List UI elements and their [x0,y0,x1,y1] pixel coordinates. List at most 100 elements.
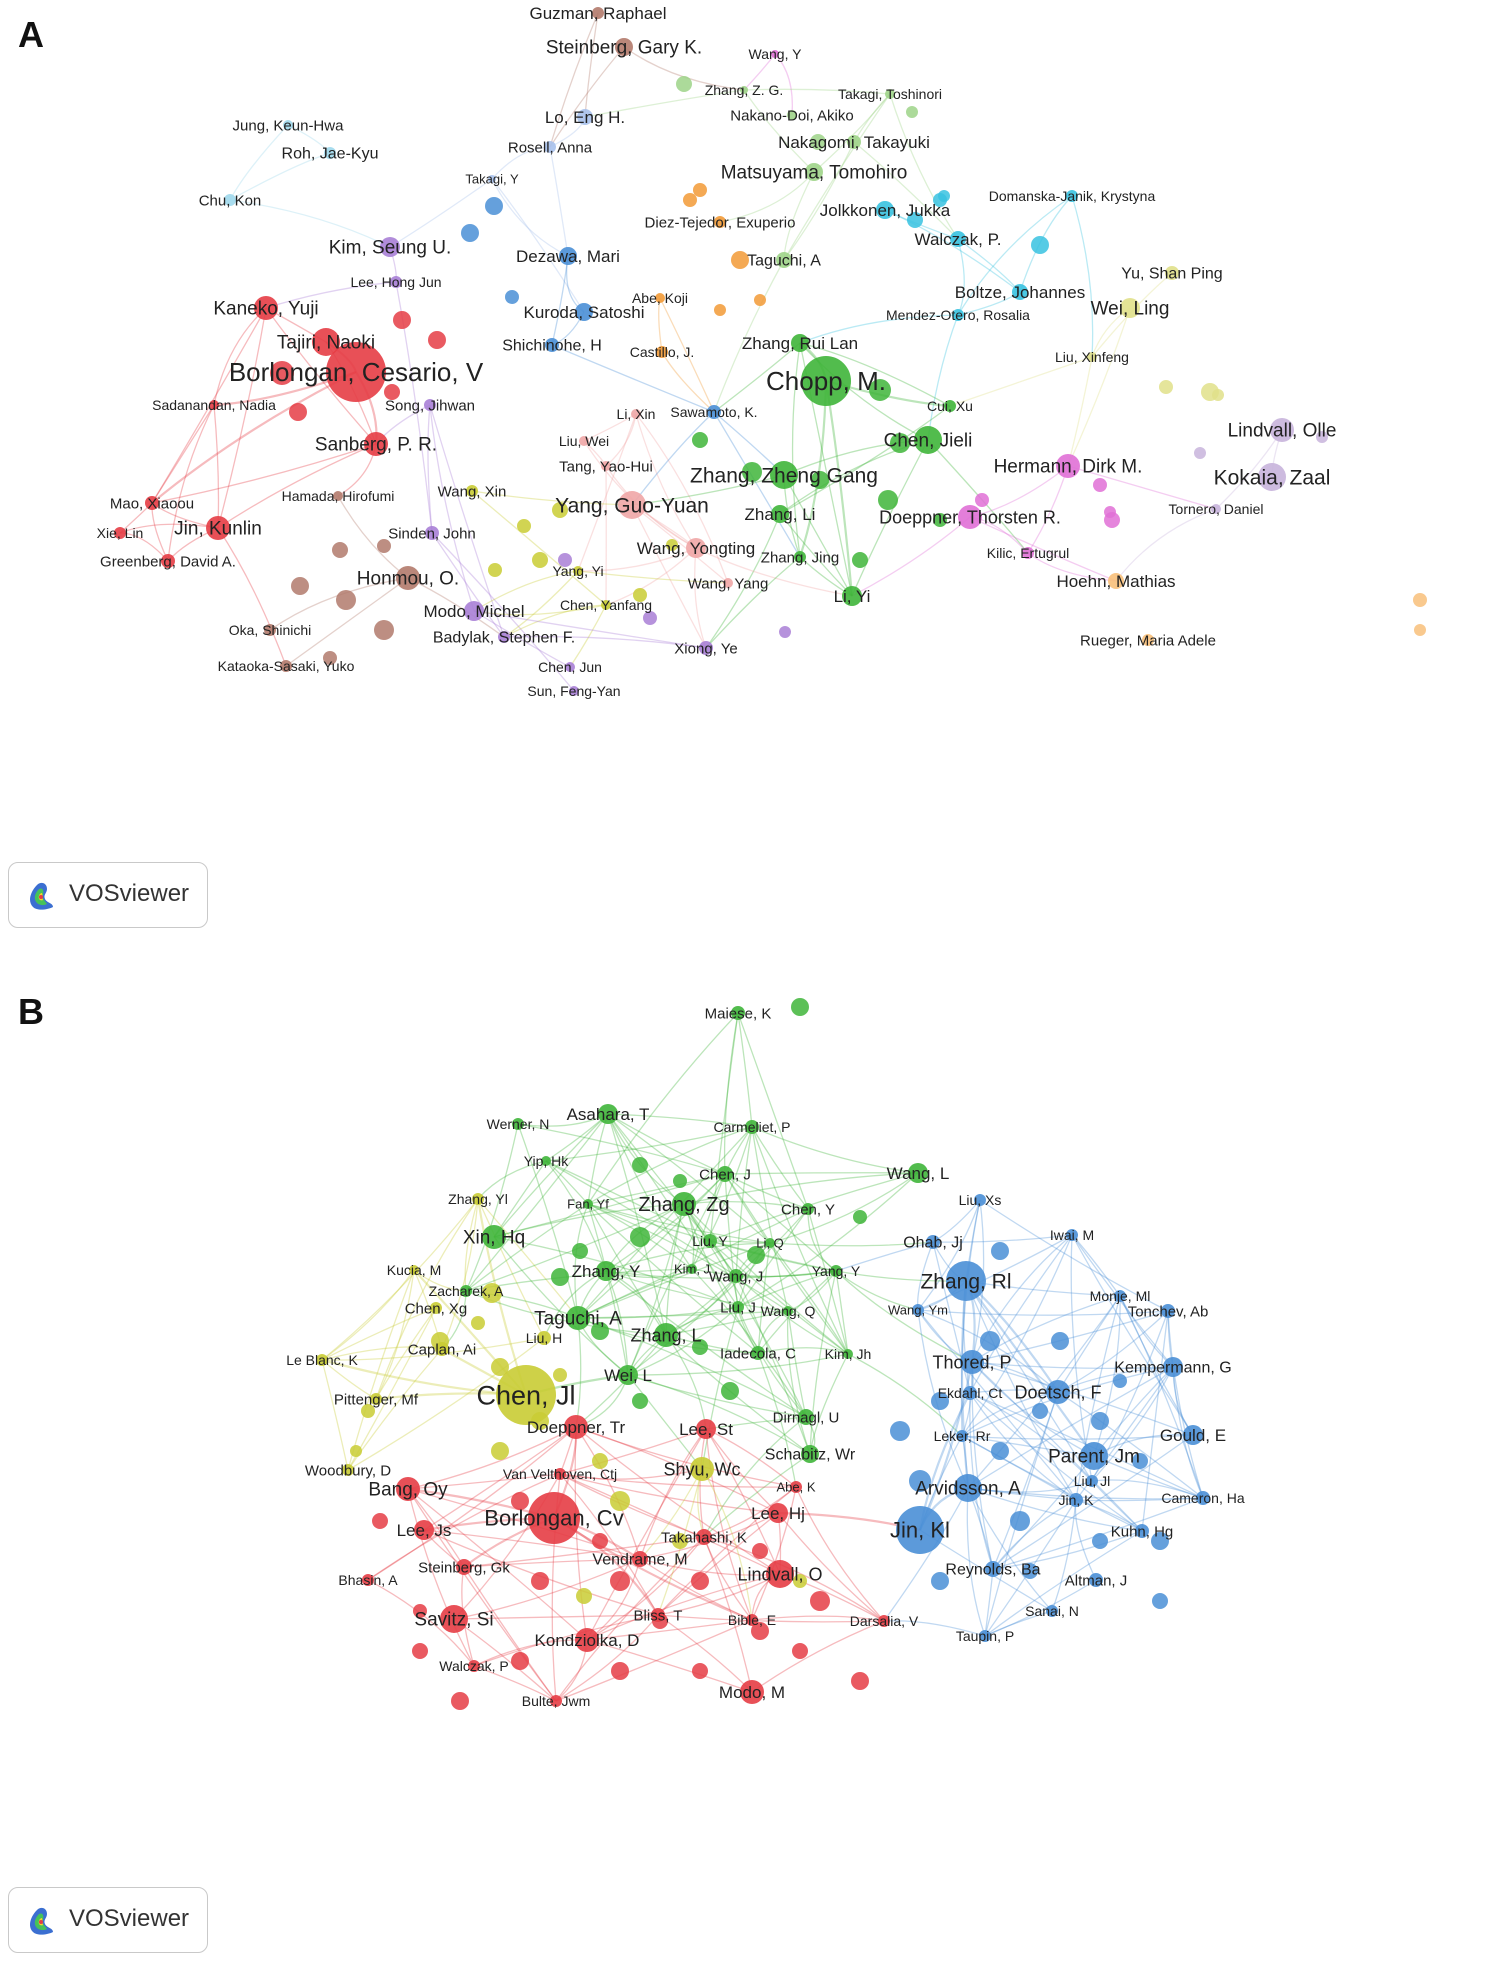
unlabeled-node[interactable] [1022,1563,1038,1579]
node-matsuyama-tomohiro[interactable] [805,163,823,181]
unlabeled-node[interactable] [482,1283,502,1303]
node-castillo-j[interactable] [656,346,668,358]
node-tang-yao-hui[interactable] [601,461,611,471]
node-zhang-z-g[interactable] [740,86,748,94]
unlabeled-node[interactable] [890,1421,910,1441]
node-gould-e[interactable] [1183,1425,1203,1445]
unlabeled-node[interactable] [1151,1532,1169,1550]
node-kucia-m[interactable] [409,1265,419,1275]
unlabeled-node[interactable] [1413,593,1427,607]
node-bible-e[interactable] [746,1614,758,1626]
node-rosell-anna[interactable] [544,141,556,153]
unlabeled-node[interactable] [384,384,400,400]
node-wei-l[interactable] [618,1365,638,1385]
unlabeled-node[interactable] [1194,447,1206,459]
unlabeled-node[interactable] [572,1243,588,1259]
unlabeled-node[interactable] [1092,1533,1108,1549]
node-modo-michel[interactable] [464,601,484,621]
unlabeled-node[interactable] [531,1572,549,1590]
unlabeled-node[interactable] [592,1453,608,1469]
node-le-blanc-k[interactable] [316,1354,328,1366]
node-diez-tejedor-exuperio[interactable] [714,216,726,228]
node-hamada-hirofumi[interactable] [333,491,343,501]
unlabeled-node[interactable] [576,1588,592,1604]
node-ekdahl-ct[interactable] [963,1386,977,1400]
unlabeled-node[interactable] [412,1643,428,1659]
node-guzman-raphael[interactable] [592,7,604,19]
unlabeled-node[interactable] [451,1692,469,1710]
unlabeled-node[interactable] [393,311,411,329]
node-kempermann-g[interactable] [1163,1357,1183,1377]
unlabeled-node[interactable] [291,577,309,595]
node-wang-yongting[interactable] [686,538,706,558]
node-roh-jae-kyu[interactable] [324,147,336,159]
unlabeled-node[interactable] [1316,431,1328,443]
node-honmou-o[interactable] [396,566,420,590]
node-dezawa-mari[interactable] [559,247,577,265]
unlabeled-node[interactable] [851,1672,869,1690]
node-iadecola-c[interactable] [751,1346,765,1360]
node-steinberg-gk[interactable] [456,1559,472,1575]
node-sawamoto-k[interactable] [707,405,721,419]
unlabeled-node[interactable] [413,1604,427,1618]
node-yang-y[interactable] [830,1265,842,1277]
node-chen-jun[interactable] [565,662,575,672]
node-werner-n[interactable] [512,1118,524,1130]
node-jin-kl[interactable] [896,1506,944,1554]
unlabeled-node[interactable] [289,403,307,421]
unlabeled-node[interactable] [491,1442,509,1460]
node-altman-j[interactable] [1089,1573,1103,1587]
unlabeled-node[interactable] [558,553,572,567]
unlabeled-node[interactable] [270,361,294,385]
node-arvidsson-a[interactable] [954,1474,982,1502]
node-hoehn-mathias[interactable] [1108,573,1124,589]
node-liu-xs[interactable] [974,1194,986,1206]
node-bang-oy[interactable] [396,1477,420,1501]
node-wang-yang[interactable] [723,578,733,588]
unlabeled-node[interactable] [754,294,766,306]
node-jung-keun-hwa[interactable] [283,120,293,130]
node-chen-yanfang[interactable] [601,600,611,610]
unlabeled-node[interactable] [1093,478,1107,492]
unlabeled-node[interactable] [779,626,791,638]
node-zhang-zg[interactable] [672,1192,696,1216]
node-bhasin-a[interactable] [362,1574,374,1586]
node-wei-ling[interactable] [1120,298,1140,318]
node-li-xin[interactable] [631,409,641,419]
unlabeled-node[interactable] [907,212,923,228]
node-maiese-k[interactable] [731,1006,745,1020]
node-yu-shan-ping[interactable] [1165,266,1179,280]
unlabeled-node[interactable] [1032,1403,1048,1419]
node-van-velthoven-ctj[interactable] [554,1468,566,1480]
node-tajiri-naoki[interactable] [312,328,340,356]
unlabeled-node[interactable] [672,1533,688,1549]
unlabeled-node[interactable] [980,1331,1000,1351]
unlabeled-node[interactable] [332,542,348,558]
node-fan-yf[interactable] [583,1199,593,1209]
node-woodbury-d[interactable] [342,1464,354,1476]
node-abe-k[interactable] [790,1481,802,1493]
unlabeled-node[interactable] [852,552,868,568]
unlabeled-node[interactable] [991,1242,1009,1260]
node-liu-y[interactable] [703,1234,717,1248]
node-chen-j[interactable] [717,1166,733,1182]
node-kim-jh[interactable] [843,1349,853,1359]
node-bliss-t[interactable] [651,1608,665,1622]
unlabeled-node[interactable] [791,998,809,1016]
unlabeled-node[interactable] [517,519,531,533]
unlabeled-node[interactable] [933,513,947,527]
unlabeled-node[interactable] [1152,1593,1168,1609]
node-mao-xiaoou[interactable] [145,496,159,510]
node-greenberg-david-a[interactable] [161,554,175,568]
unlabeled-node[interactable] [488,563,502,577]
node-carmeliet-p[interactable] [745,1120,759,1134]
node-nakagomi-takayuki[interactable] [847,135,861,149]
node-takagi-toshinori[interactable] [885,89,895,99]
node-doeppner-tr[interactable] [564,1415,588,1439]
unlabeled-node[interactable] [361,1404,375,1418]
unlabeled-node[interactable] [323,651,337,665]
unlabeled-node[interactable] [485,197,503,215]
unlabeled-node[interactable] [853,1210,867,1224]
unlabeled-node[interactable] [532,552,548,568]
node-wang-ym[interactable] [912,1304,924,1316]
